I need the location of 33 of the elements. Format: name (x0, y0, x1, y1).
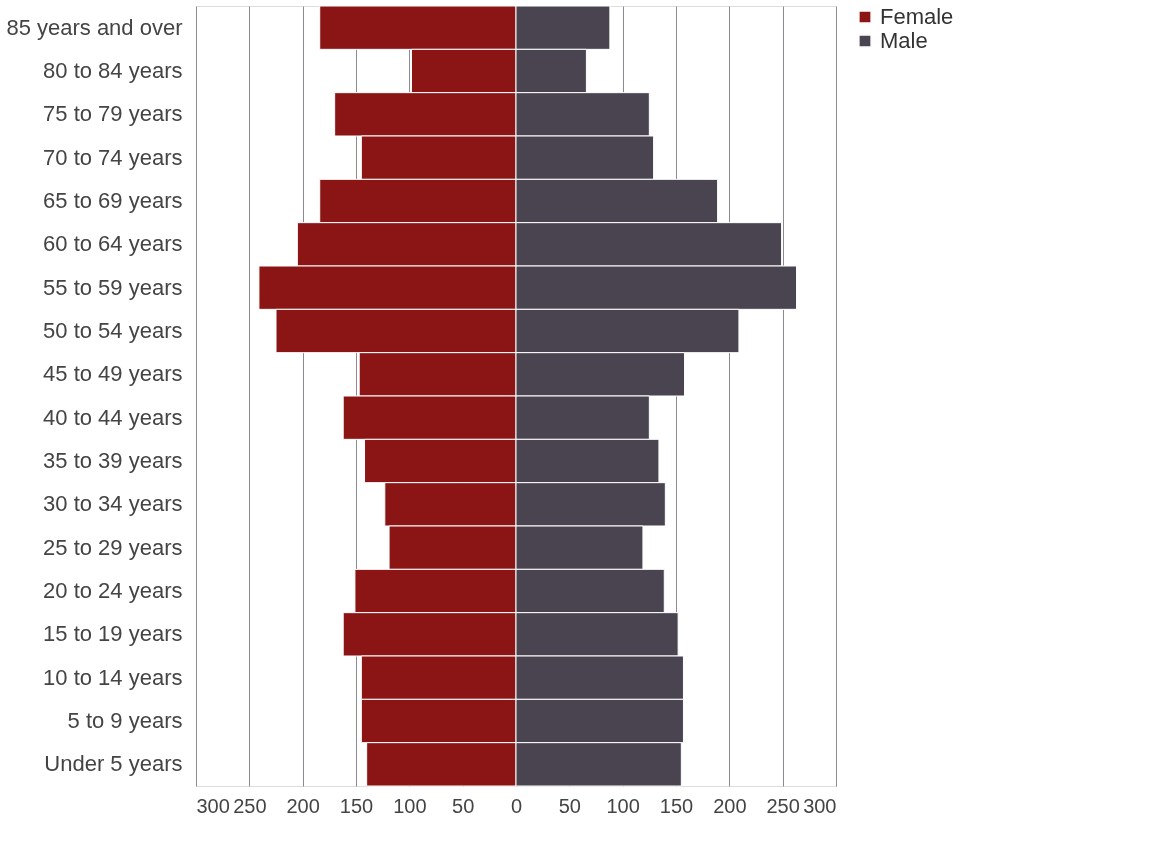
x-tick-label: 150 (339, 794, 374, 817)
x-tick-label: 250 (766, 794, 800, 817)
x-tick-label: 100 (393, 794, 427, 817)
x-tick-label: 0 (510, 794, 523, 817)
x-tick-label: 50 (452, 794, 475, 817)
y-tick-label: 5 to 9 years (67, 708, 183, 733)
y-tick-label: 40 to 44 years (43, 404, 183, 430)
x-tick-label: 200 (286, 794, 320, 817)
y-tick-label: 35 to 39 years (43, 448, 183, 473)
y-tick-label: 25 to 29 years (43, 534, 183, 560)
y-tick-label: 45 to 49 years (43, 361, 183, 387)
y-tick-label: 80 to 84 years (43, 58, 183, 83)
y-tick-label: 60 to 64 years (43, 231, 183, 257)
x-tick-label: 300 (196, 794, 230, 817)
y-tick-label: 55 to 59 years (43, 274, 183, 300)
x-tick-label: 100 (606, 794, 640, 817)
y-tick-label: 50 to 54 years (43, 318, 183, 343)
y-tick-label: 65 to 69 years (43, 188, 183, 213)
x-tick-label: 150 (659, 794, 694, 817)
x-tick-label: 50 (558, 794, 581, 817)
y-tick-label: 15 to 19 years (43, 621, 183, 647)
y-tick-label: 30 to 34 years (43, 491, 183, 517)
y-tick-label: 85 years and over (6, 14, 183, 40)
x-tick-label: 200 (713, 794, 747, 817)
y-tick-label: 75 to 79 years (43, 101, 183, 127)
x-tick-label: 250 (233, 794, 267, 817)
y-tick-label: 70 to 74 years (43, 144, 183, 170)
y-tick-label: 10 to 14 years (43, 664, 183, 690)
y-tick-label: Under 5 years (44, 751, 183, 777)
x-tick-label: 300 (803, 794, 837, 817)
legend-label: Female (880, 4, 954, 29)
y-tick-label: 20 to 24 years (43, 578, 183, 603)
legend-label: Male (880, 28, 928, 53)
